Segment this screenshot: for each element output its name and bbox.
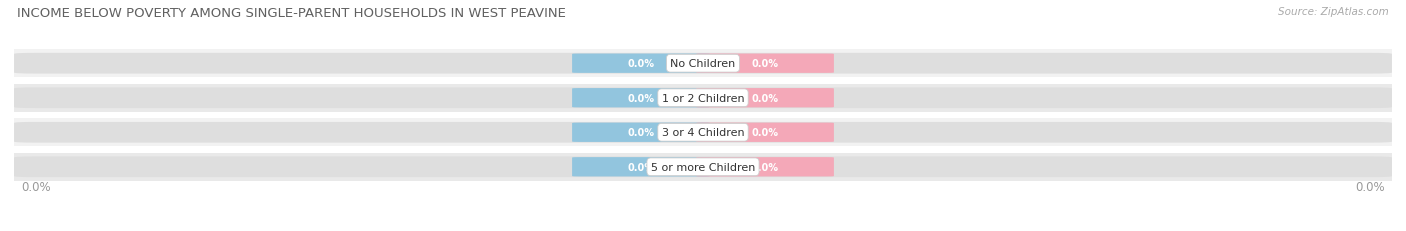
FancyBboxPatch shape	[696, 54, 834, 73]
Bar	[14, 153, 1392, 181]
FancyBboxPatch shape	[572, 123, 710, 142]
Text: 0.0%: 0.0%	[21, 181, 51, 194]
FancyBboxPatch shape	[14, 54, 1392, 74]
Text: 0.0%: 0.0%	[751, 93, 779, 103]
FancyBboxPatch shape	[696, 123, 834, 142]
Text: 1 or 2 Children: 1 or 2 Children	[662, 93, 744, 103]
Text: 0.0%: 0.0%	[627, 128, 655, 138]
Text: 0.0%: 0.0%	[1355, 181, 1385, 194]
Text: INCOME BELOW POVERTY AMONG SINGLE-PARENT HOUSEHOLDS IN WEST PEAVINE: INCOME BELOW POVERTY AMONG SINGLE-PARENT…	[17, 7, 565, 20]
Text: 0.0%: 0.0%	[751, 59, 779, 69]
FancyBboxPatch shape	[14, 88, 1392, 109]
Text: 0.0%: 0.0%	[627, 59, 655, 69]
Bar	[14, 84, 1392, 112]
FancyBboxPatch shape	[572, 54, 710, 73]
Text: 0.0%: 0.0%	[751, 162, 779, 172]
Text: 3 or 4 Children: 3 or 4 Children	[662, 128, 744, 138]
Text: 5 or more Children: 5 or more Children	[651, 162, 755, 172]
FancyBboxPatch shape	[572, 89, 710, 108]
Text: 0.0%: 0.0%	[751, 128, 779, 138]
FancyBboxPatch shape	[14, 157, 1392, 177]
Text: 0.0%: 0.0%	[627, 93, 655, 103]
Text: 0.0%: 0.0%	[627, 162, 655, 172]
Bar	[14, 119, 1392, 147]
Text: No Children: No Children	[671, 59, 735, 69]
FancyBboxPatch shape	[696, 89, 834, 108]
FancyBboxPatch shape	[696, 158, 834, 177]
Bar	[14, 50, 1392, 78]
FancyBboxPatch shape	[14, 122, 1392, 143]
Text: Source: ZipAtlas.com: Source: ZipAtlas.com	[1278, 7, 1389, 17]
FancyBboxPatch shape	[572, 158, 710, 177]
